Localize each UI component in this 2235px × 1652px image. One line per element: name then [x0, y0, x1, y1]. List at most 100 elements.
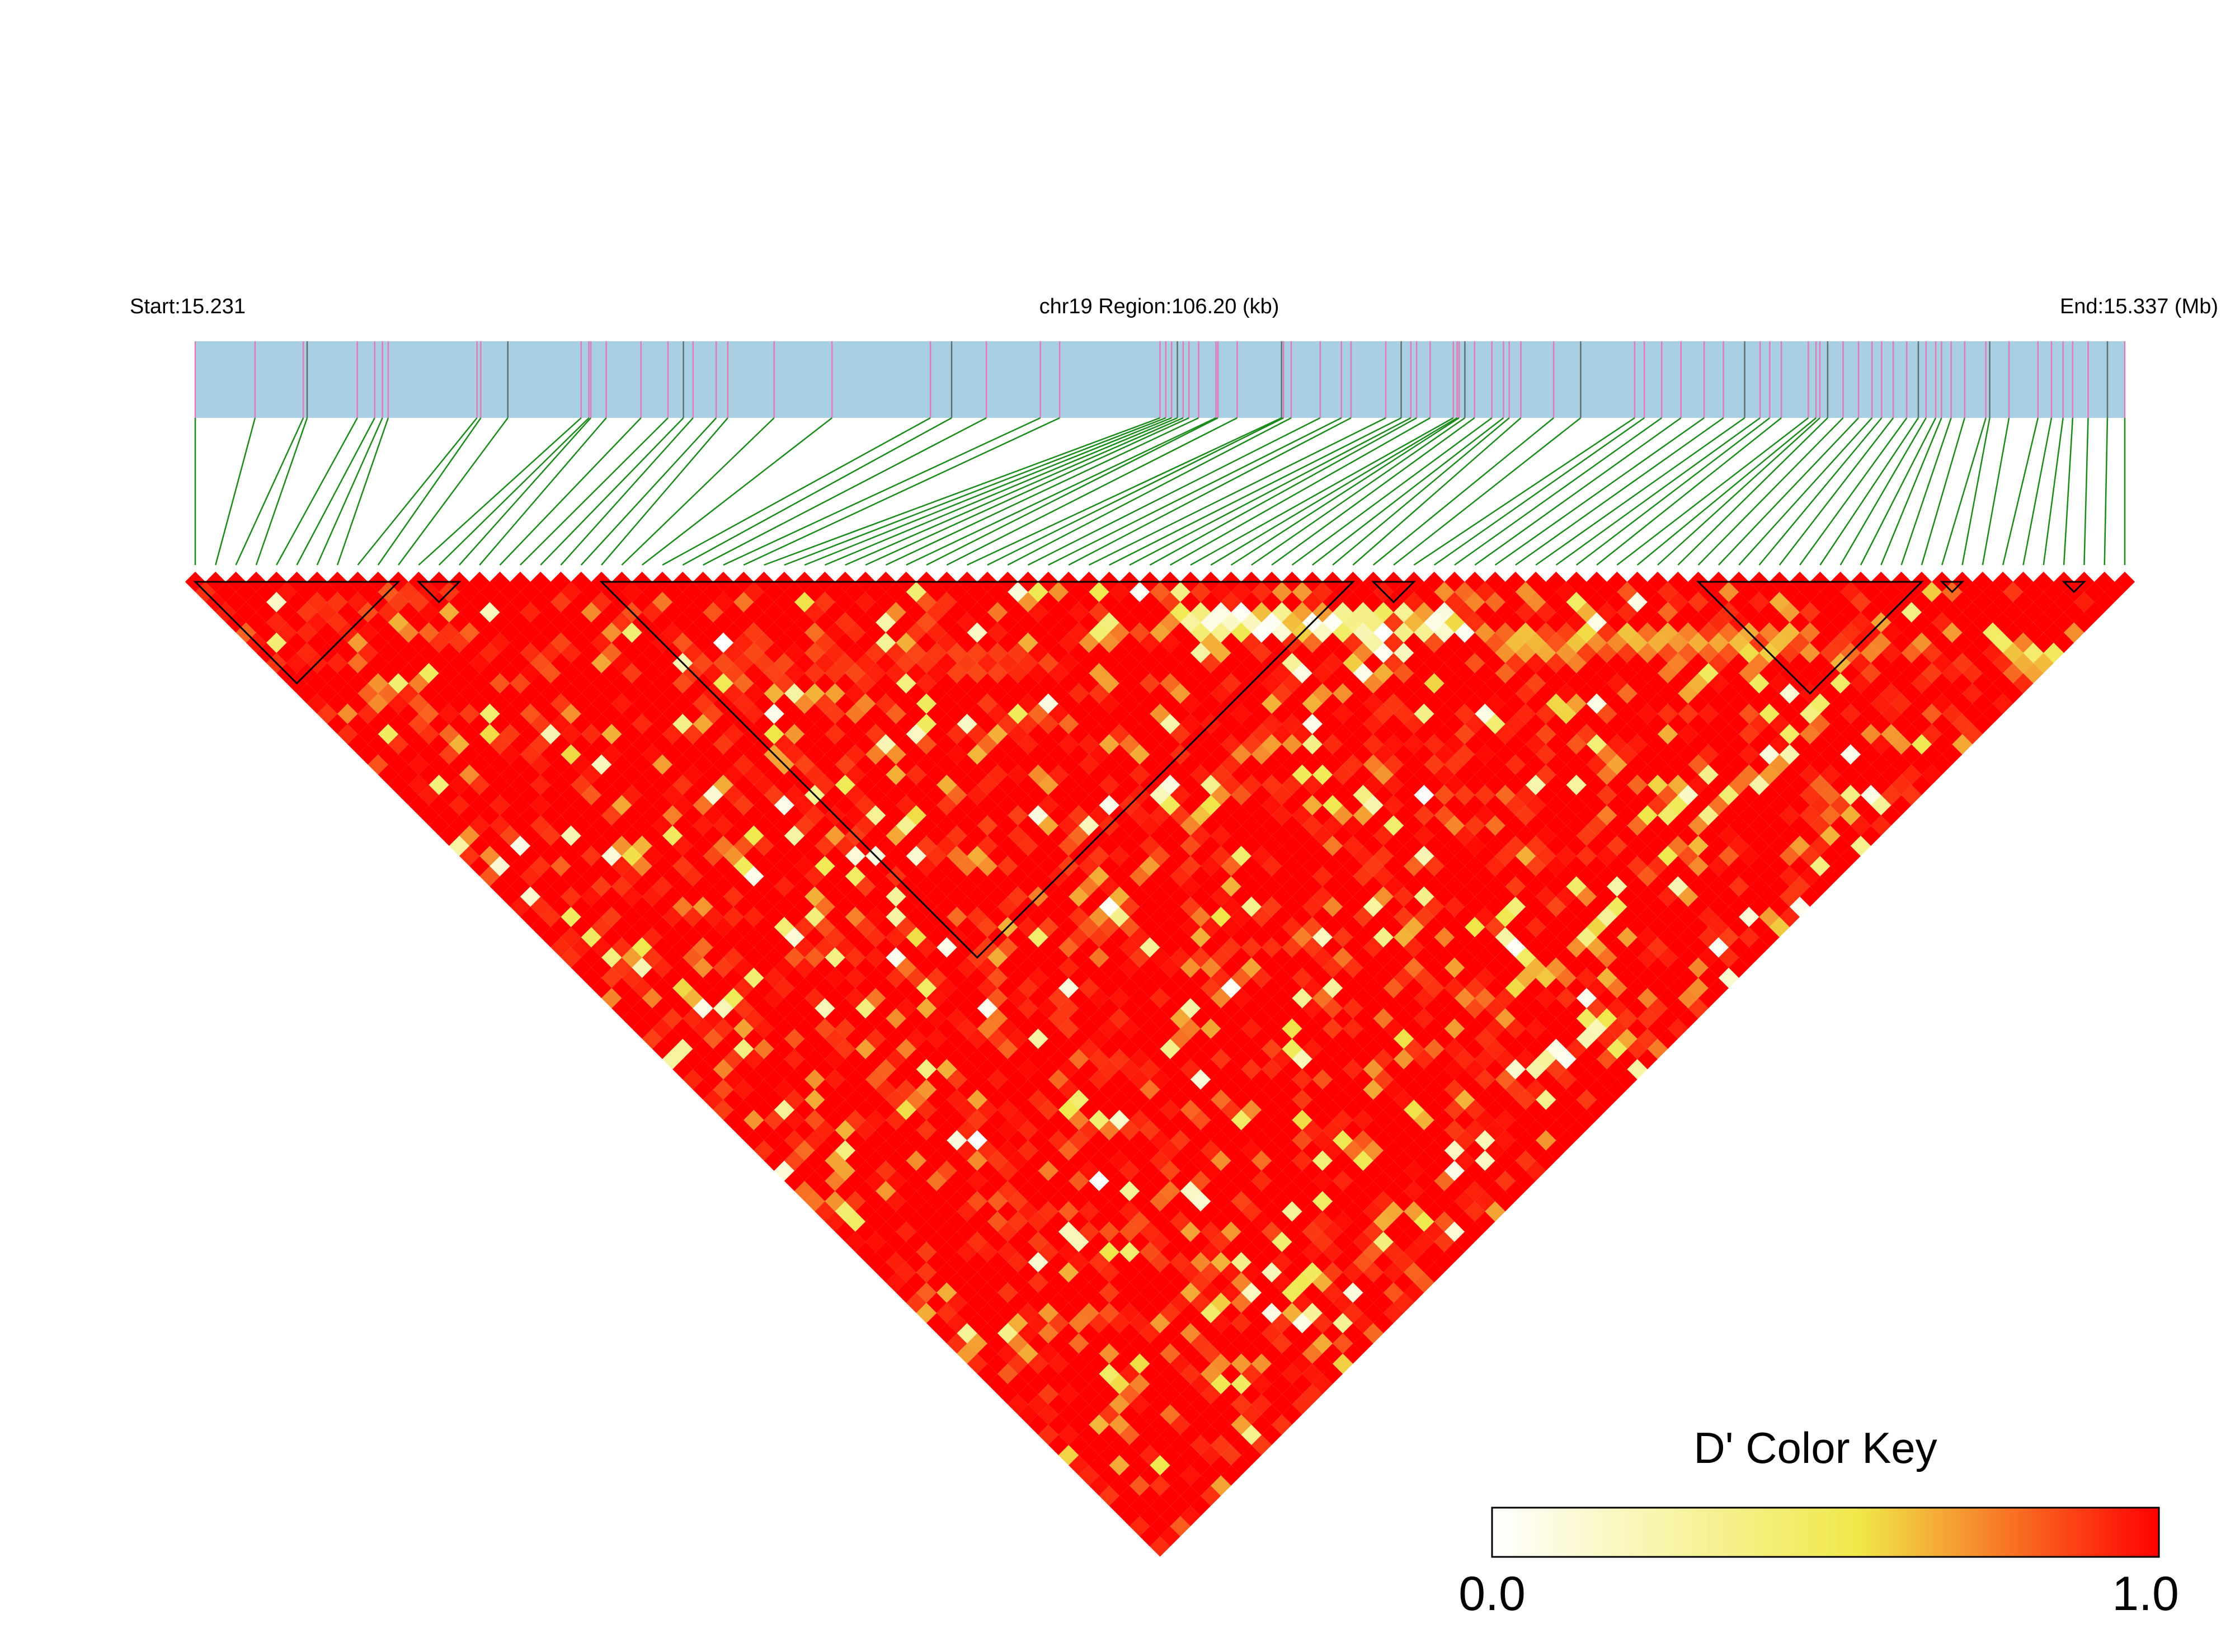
ld-cell: [1637, 663, 1658, 684]
ld-cell: [622, 703, 642, 724]
ld-cell: [997, 1302, 1018, 1324]
snp-connector-line: [662, 417, 931, 566]
ld-cell: [1079, 977, 1099, 999]
ld-cell: [1729, 592, 1749, 613]
ld-cell: [1647, 795, 1668, 816]
ld-cell: [1272, 703, 1292, 724]
ld-cell: [1373, 1049, 1394, 1070]
ld-cell: [1414, 764, 1434, 785]
ld-cell: [672, 1018, 693, 1039]
ld-cell: [815, 653, 835, 674]
ld-cell: [1150, 906, 1170, 928]
ld-cell: [1353, 906, 1373, 928]
ld-cell: [1525, 734, 1546, 755]
ld-cell: [1363, 1302, 1384, 1324]
ld-cell: [1901, 622, 1922, 643]
ld-cell: [1718, 683, 1739, 704]
ld-cell: [1079, 1241, 1099, 1263]
ld-cell: [1657, 602, 1678, 623]
ld-cell: [1932, 592, 1952, 613]
ld-cell: [794, 592, 815, 613]
ld-cell: [1190, 642, 1211, 663]
ld-cell: [1718, 663, 1739, 684]
ld-cell: [266, 632, 287, 653]
ld-cell: [1586, 592, 1607, 613]
ld-cell: [1993, 673, 2013, 694]
ld-cell: [1962, 582, 1983, 603]
ld-cell: [1840, 764, 1861, 785]
ld-cell: [439, 642, 459, 663]
ld-cell: [1475, 988, 1495, 1009]
ld-cell: [1617, 906, 1638, 928]
snp-connector-line: [1088, 417, 1386, 566]
ld-cell: [1150, 805, 1170, 826]
ld-cell: [1079, 896, 1099, 917]
ld-cell: [1434, 724, 1455, 745]
ld-cell: [1617, 866, 1638, 887]
ld-cell: [1525, 1140, 1546, 1161]
ld-cell: [1272, 622, 1292, 643]
ld-cell: [1414, 967, 1434, 989]
ld-cell: [703, 1069, 723, 1090]
ld-cell: [1637, 927, 1658, 948]
ld-cell: [1891, 713, 1912, 735]
ld-cell: [1079, 1302, 1099, 1324]
ld-cell: [591, 856, 612, 877]
snp-connector-line: [336, 417, 389, 566]
ld-cell: [1424, 632, 1444, 653]
ld-cell: [1536, 642, 1556, 663]
ld-cell: [1769, 917, 1790, 938]
ld-cell: [1018, 754, 1038, 775]
ld-cell: [1180, 1221, 1201, 1242]
ld-cell: [937, 612, 957, 633]
ld-cell: [1414, 947, 1434, 968]
ld-cell: [1536, 805, 1556, 826]
ld-cell: [1556, 642, 1577, 663]
ld-cell: [1485, 917, 1505, 938]
ld-cell: [1820, 764, 1841, 785]
ld-cell: [1810, 612, 1831, 633]
ld-cell: [500, 683, 520, 704]
ld-cell: [1576, 744, 1597, 765]
ld-cell: [1942, 724, 1963, 745]
ld-cell: [1525, 1120, 1546, 1141]
snp-connector-line: [1758, 417, 1883, 566]
ld-cell: [1576, 785, 1597, 806]
ld-cell: [1140, 713, 1160, 735]
ld-cell: [967, 1292, 987, 1313]
ld-cell: [1150, 1292, 1170, 1313]
ld-cell: [1221, 673, 1241, 694]
ld-cell: [1353, 886, 1373, 907]
ld-cell: [1048, 642, 1069, 663]
ld-cell: [1333, 825, 1353, 846]
ld-cell: [1221, 815, 1241, 836]
ld-cell: [1657, 906, 1678, 928]
snp-connector-line: [1535, 417, 1745, 566]
ld-cell: [845, 582, 866, 603]
ld-cell: [1556, 683, 1577, 704]
ld-cell: [957, 1323, 977, 1344]
ld-cell: [1343, 1323, 1363, 1344]
ld-cell: [1444, 571, 1465, 592]
ld-cell: [1525, 1018, 1546, 1039]
ld-cell: [1272, 1211, 1292, 1232]
ld-cell: [1292, 744, 1312, 765]
ld-cell: [561, 886, 581, 907]
ld-cell: [327, 673, 348, 694]
ld-cell: [1485, 734, 1505, 755]
ld-cell: [1546, 1059, 1566, 1080]
ld-cell: [1130, 1089, 1150, 1110]
ld-cell: [561, 866, 581, 887]
ld-cell: [1160, 795, 1180, 816]
ld-cell: [1180, 1505, 1201, 1527]
ld-cell: [1150, 1414, 1170, 1435]
ld-cell: [1668, 754, 1688, 775]
ld-cell: [997, 1241, 1018, 1263]
ld-cell: [368, 653, 388, 674]
ld-cell: [957, 957, 977, 978]
ld-cell: [1363, 1120, 1384, 1141]
ld-cell: [1150, 663, 1170, 684]
ld-cell: [1881, 703, 1902, 724]
ld-cell: [1373, 825, 1394, 846]
ld-cell: [1424, 815, 1444, 836]
